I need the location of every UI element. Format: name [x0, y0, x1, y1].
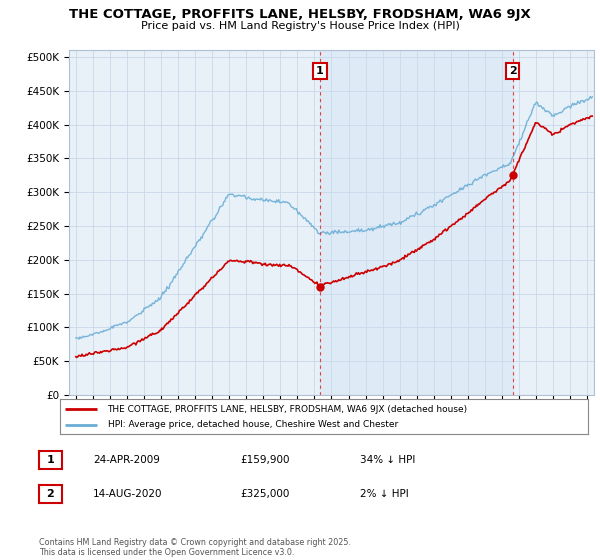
Text: 2: 2: [509, 66, 517, 76]
Text: Contains HM Land Registry data © Crown copyright and database right 2025.
This d: Contains HM Land Registry data © Crown c…: [39, 538, 351, 557]
Text: 14-AUG-2020: 14-AUG-2020: [93, 489, 163, 499]
Text: £159,900: £159,900: [240, 455, 290, 465]
Text: £325,000: £325,000: [240, 489, 289, 499]
Text: 1: 1: [47, 455, 54, 465]
Text: 2% ↓ HPI: 2% ↓ HPI: [360, 489, 409, 499]
Text: Price paid vs. HM Land Registry's House Price Index (HPI): Price paid vs. HM Land Registry's House …: [140, 21, 460, 31]
Text: HPI: Average price, detached house, Cheshire West and Chester: HPI: Average price, detached house, Ches…: [107, 421, 398, 430]
Text: THE COTTAGE, PROFFITS LANE, HELSBY, FRODSHAM, WA6 9JX (detached house): THE COTTAGE, PROFFITS LANE, HELSBY, FROD…: [107, 404, 467, 413]
Text: THE COTTAGE, PROFFITS LANE, HELSBY, FRODSHAM, WA6 9JX: THE COTTAGE, PROFFITS LANE, HELSBY, FROD…: [69, 8, 531, 21]
Text: 1: 1: [316, 66, 324, 76]
Text: 2: 2: [47, 489, 54, 499]
Text: 24-APR-2009: 24-APR-2009: [93, 455, 160, 465]
Bar: [320, 50, 512, 395]
Text: 34% ↓ HPI: 34% ↓ HPI: [360, 455, 415, 465]
